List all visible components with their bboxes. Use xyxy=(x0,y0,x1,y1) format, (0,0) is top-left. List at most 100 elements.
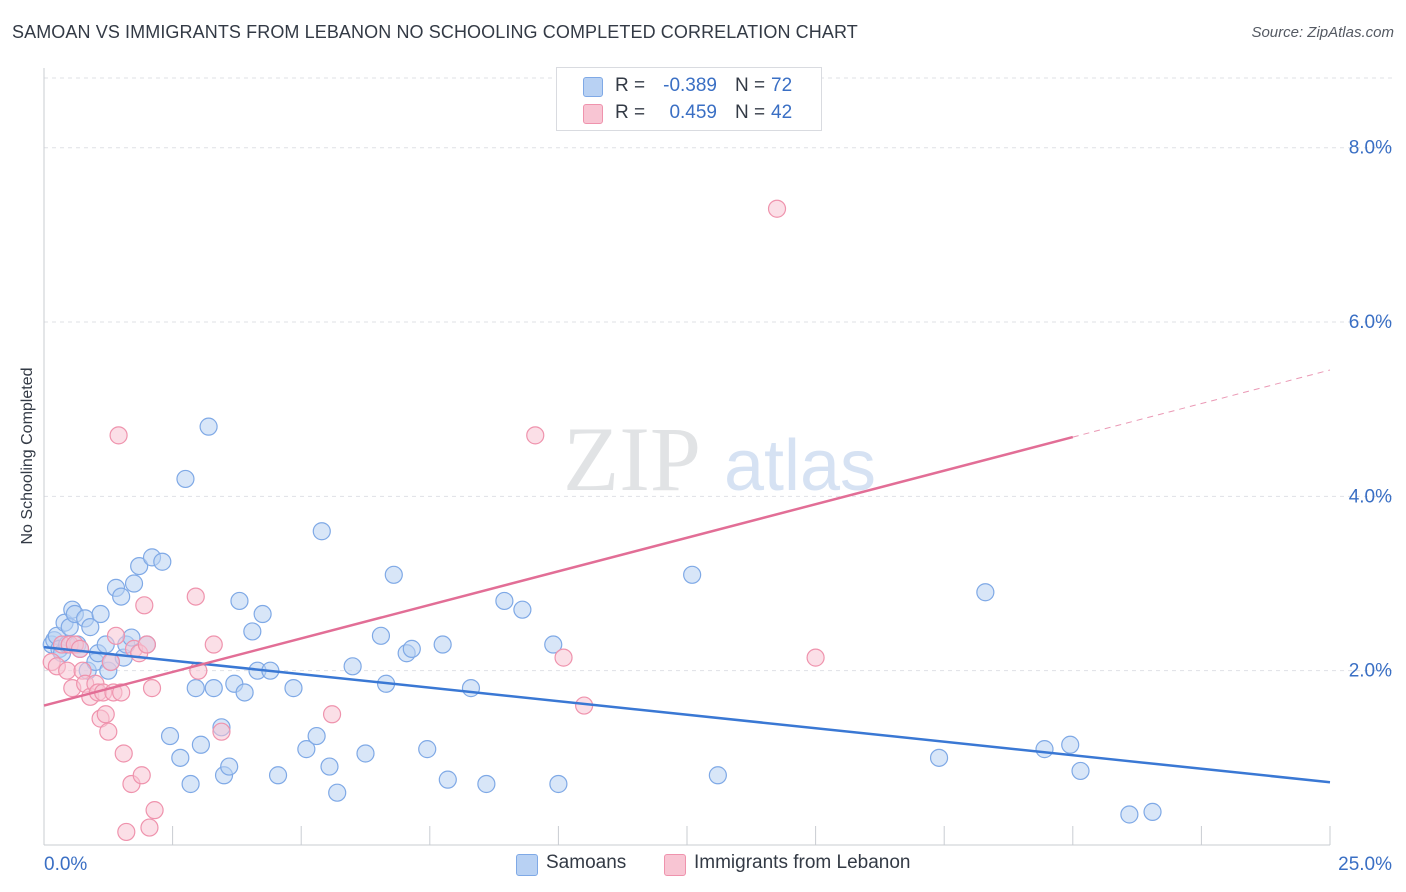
data-point xyxy=(297,740,316,759)
stats-r-value: -0.389 xyxy=(663,75,717,96)
data-point xyxy=(96,705,115,724)
data-point xyxy=(191,735,210,754)
legend-label-lebanon: Immigrants from Lebanon xyxy=(694,852,911,873)
stats-row-lebanon: R = 0.459 N = 42 xyxy=(557,101,821,127)
data-point xyxy=(312,522,331,541)
data-point xyxy=(117,822,136,842)
legend-swatch-samoans xyxy=(516,854,538,876)
data-point xyxy=(544,635,563,654)
data-point xyxy=(70,639,90,658)
data-point xyxy=(1143,802,1162,821)
data-point xyxy=(384,565,403,584)
data-point xyxy=(268,766,288,785)
data-point xyxy=(371,626,391,645)
data-point xyxy=(322,705,342,724)
data-point xyxy=(153,552,172,571)
data-point xyxy=(683,565,702,584)
stats-n-label: N = xyxy=(735,75,766,96)
data-point xyxy=(307,726,326,746)
data-point xyxy=(186,679,205,698)
data-point xyxy=(402,639,421,658)
data-point xyxy=(929,748,949,767)
data-point xyxy=(767,199,787,218)
y-tick-label: 6.0% xyxy=(1349,312,1392,333)
data-point xyxy=(554,648,573,667)
data-point xyxy=(253,604,272,624)
data-point xyxy=(140,818,159,837)
legend-swatch-lebanon xyxy=(664,854,686,876)
legend: Samoans Immigrants from Lebanon xyxy=(0,852,1406,878)
data-point xyxy=(1061,735,1080,754)
data-point xyxy=(145,801,164,820)
y-tick-label: 2.0% xyxy=(1349,661,1392,682)
data-point xyxy=(112,587,131,606)
stats-swatch-samoans xyxy=(583,77,603,97)
data-point xyxy=(135,596,154,615)
data-point xyxy=(343,657,362,676)
trend-line xyxy=(43,645,1331,784)
data-point xyxy=(356,744,375,763)
chart-title: SAMOAN VS IMMIGRANTS FROM LEBANON NO SCH… xyxy=(12,22,858,42)
data-point xyxy=(137,635,156,654)
y-axis-label: No Schooling Completed xyxy=(19,367,36,545)
source-label: Source: ZipAtlas.com xyxy=(1251,24,1394,41)
data-point xyxy=(549,774,568,794)
stats-swatch-lebanon xyxy=(583,104,603,124)
data-point xyxy=(1035,740,1054,759)
trend-line xyxy=(43,435,1074,707)
data-point xyxy=(112,683,131,702)
data-point xyxy=(99,722,118,741)
data-point xyxy=(1071,761,1090,781)
y-tick-label: 4.0% xyxy=(1349,486,1392,507)
watermark-zip: ZIP xyxy=(563,408,701,510)
data-point xyxy=(212,722,231,741)
data-point xyxy=(130,556,149,576)
data-point xyxy=(433,635,452,654)
data-point xyxy=(806,648,825,667)
axes xyxy=(43,68,1331,846)
data-point xyxy=(328,783,347,802)
data-point xyxy=(220,757,239,776)
legend-label-samoans: Samoans xyxy=(546,852,627,873)
data-point xyxy=(230,591,249,611)
data-point xyxy=(235,683,254,702)
data-point xyxy=(1120,805,1139,824)
data-point xyxy=(114,744,133,763)
watermark: ZIP atlas xyxy=(563,408,876,510)
data-point xyxy=(418,740,437,759)
data-point xyxy=(106,626,126,645)
stats-r-label: R = xyxy=(615,102,646,123)
stats-n-label: N = xyxy=(735,102,766,123)
data-point xyxy=(461,679,481,698)
data-point xyxy=(199,417,218,436)
data-point xyxy=(58,661,77,680)
data-point xyxy=(243,622,262,641)
data-point xyxy=(171,748,190,767)
data-point xyxy=(81,618,100,637)
trend-line-extension xyxy=(1072,369,1331,438)
data-point xyxy=(708,766,727,785)
data-point xyxy=(495,591,514,611)
x-tick-label: 0.0% xyxy=(44,854,87,875)
tick-labels: 2.0% 4.0% 6.0% 8.0% 0.0% 25.0% xyxy=(44,138,1392,875)
data-point xyxy=(438,770,457,789)
data-point xyxy=(132,766,151,785)
data-point xyxy=(320,757,339,776)
data-point xyxy=(976,583,995,602)
stats-row-samoans: R = -0.389 N = 72 xyxy=(557,74,821,100)
data-point xyxy=(160,726,180,746)
stats-r-label: R = xyxy=(615,75,646,96)
stats-r-value: 0.459 xyxy=(669,102,717,123)
stats-n-value: 72 xyxy=(771,75,793,96)
data-point xyxy=(124,574,144,593)
data-point xyxy=(186,587,205,606)
data-point xyxy=(91,604,110,624)
data-point xyxy=(204,635,223,654)
y-tick-label: 8.0% xyxy=(1349,138,1392,159)
x-tick-label: 25.0% xyxy=(1338,854,1392,875)
data-point xyxy=(526,426,545,445)
data-point xyxy=(204,679,223,698)
data-point xyxy=(513,600,532,619)
data-point xyxy=(477,774,496,794)
